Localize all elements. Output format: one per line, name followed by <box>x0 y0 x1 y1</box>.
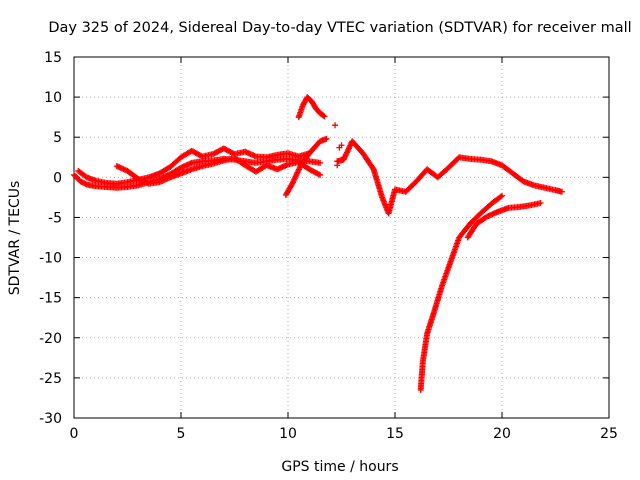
y-tick-label: 0 <box>53 170 62 186</box>
data-point <box>338 142 345 149</box>
x-tick-label: 20 <box>493 426 511 442</box>
data-point <box>340 154 347 161</box>
axis-ticks: 0 5 10 15 20 25 15 10 5 0 -5 -10 -15 -20 -25 -30 <box>39 50 618 442</box>
data-point <box>323 135 330 142</box>
series-isolated-points <box>332 122 347 169</box>
y-tick-label: -25 <box>39 371 62 387</box>
x-tick-label: 25 <box>600 426 618 442</box>
data-point <box>369 165 376 172</box>
series-spike-arc <box>295 94 328 121</box>
data-point <box>317 159 324 166</box>
series-recovery-arc-a <box>417 192 505 393</box>
y-axis-label: SDTVAR / TECUs <box>7 181 23 296</box>
y-tick-label: 10 <box>44 90 62 106</box>
x-tick-label: 15 <box>386 426 404 442</box>
y-tick-label: -5 <box>48 210 62 226</box>
y-tick-label: -10 <box>39 251 62 267</box>
grid-lines <box>74 57 609 418</box>
data-point <box>497 193 504 200</box>
series-recovery-arc-b <box>464 200 544 241</box>
chart-title: Day 325 of 2024, Sidereal Day-to-day VTE… <box>48 20 631 36</box>
data-point <box>321 113 328 120</box>
y-tick-label: 5 <box>53 130 62 146</box>
data-point <box>332 122 339 129</box>
data-point <box>320 112 327 119</box>
data-point <box>537 200 544 207</box>
data-point <box>558 188 565 195</box>
y-tick-label: -20 <box>39 331 62 347</box>
x-tick-label: 10 <box>279 426 297 442</box>
x-tick-label: 0 <box>70 426 79 442</box>
data-point <box>499 192 505 199</box>
data-points <box>71 94 565 393</box>
y-tick-label: -15 <box>39 291 62 307</box>
y-tick-label: -30 <box>39 411 62 427</box>
plot-frame <box>73 56 610 419</box>
data-point <box>334 162 341 169</box>
x-tick-label: 5 <box>177 426 186 442</box>
series-rising-arc <box>282 135 330 198</box>
data-point <box>317 171 324 178</box>
y-tick-label: 15 <box>44 50 62 66</box>
x-axis-label: GPS time / hours <box>281 459 398 475</box>
series-dip-arc <box>334 138 565 217</box>
data-point <box>315 171 322 178</box>
